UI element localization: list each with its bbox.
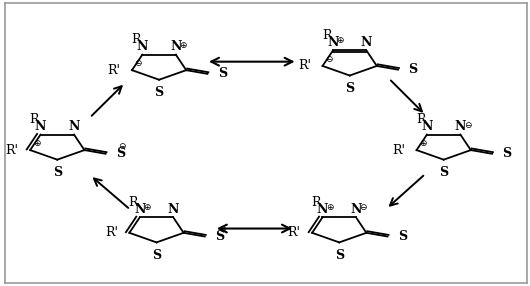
Text: ⊕: ⊕	[419, 139, 427, 148]
Text: S: S	[52, 166, 62, 179]
Text: R: R	[131, 33, 141, 46]
Text: R: R	[129, 196, 138, 209]
Text: S: S	[155, 86, 164, 99]
Text: N: N	[35, 120, 46, 133]
Text: N: N	[68, 120, 80, 133]
Text: S: S	[215, 230, 224, 243]
Text: ⊕: ⊕	[180, 41, 187, 50]
Text: ⊖: ⊖	[218, 225, 225, 234]
Text: N: N	[421, 120, 432, 133]
Text: R': R'	[298, 59, 311, 72]
Text: R': R'	[288, 226, 301, 239]
Text: ⊖: ⊖	[325, 55, 333, 64]
Text: R: R	[30, 113, 39, 126]
Text: S: S	[409, 63, 418, 76]
Text: R: R	[322, 29, 331, 42]
Text: N: N	[455, 120, 466, 133]
Text: S: S	[218, 67, 227, 80]
Text: R': R'	[105, 226, 118, 239]
Text: S: S	[345, 82, 354, 95]
Text: S: S	[152, 249, 161, 262]
Text: N: N	[167, 203, 179, 216]
Text: N: N	[170, 40, 182, 53]
Text: R': R'	[392, 144, 405, 157]
Text: N: N	[361, 36, 372, 49]
Text: ⊖: ⊖	[464, 120, 472, 130]
Text: ⊕: ⊕	[143, 203, 151, 212]
Text: N: N	[327, 36, 339, 49]
Text: S: S	[502, 147, 511, 160]
Text: N: N	[137, 40, 148, 53]
Text: S: S	[398, 230, 407, 243]
Text: ⊖: ⊖	[119, 142, 126, 151]
Text: ⊖: ⊖	[359, 203, 367, 212]
Text: R: R	[312, 196, 321, 209]
Text: R': R'	[108, 64, 120, 77]
Text: ⊕: ⊕	[337, 36, 344, 45]
Text: S: S	[116, 147, 125, 160]
Text: N: N	[350, 203, 361, 216]
Text: ⊖: ⊖	[135, 59, 142, 68]
Text: ⊕: ⊕	[33, 139, 40, 148]
Text: R: R	[416, 113, 426, 126]
Text: N: N	[134, 203, 145, 216]
Text: S: S	[334, 249, 344, 262]
Text: N: N	[317, 203, 328, 216]
Text: S: S	[439, 166, 448, 179]
Text: ⊕: ⊕	[326, 203, 333, 212]
Text: R': R'	[6, 144, 19, 157]
